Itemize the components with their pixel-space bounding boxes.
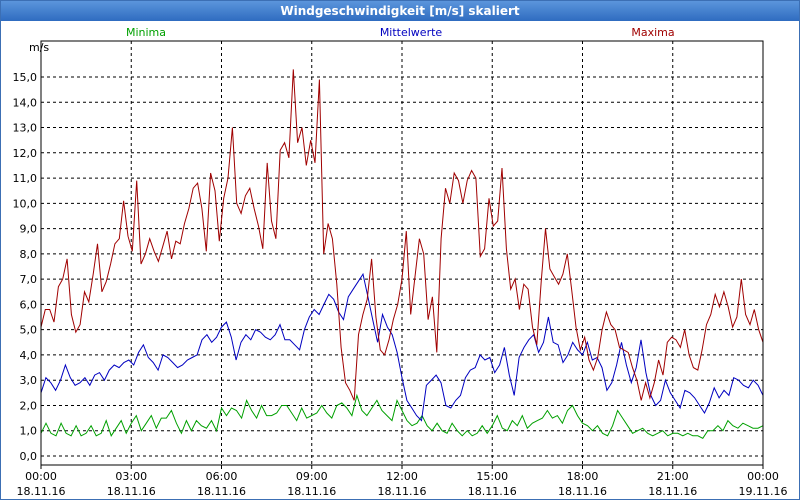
x-tick-time-label: 12:00	[386, 470, 418, 483]
series-line-mittelwerte	[40, 272, 764, 422]
y-tick-label: 12,0	[13, 147, 38, 160]
y-tick-label: 15,0	[13, 71, 38, 84]
y-tick-label: 7,0	[20, 273, 38, 286]
legend-mittelwerte: Mittelwerte	[380, 26, 443, 39]
x-tick-date-label: 18.11.16	[197, 485, 246, 498]
y-tick-label: 1,0	[20, 425, 38, 438]
y-tick-label: 2,0	[20, 399, 38, 412]
x-tick-time-label: 21:00	[657, 470, 689, 483]
window-title: Windgeschwindigkeit [m/s] skaliert	[1, 1, 799, 21]
x-tick-time-label: 06:00	[206, 470, 238, 483]
y-tick-label: 13,0	[13, 122, 38, 135]
x-tick-time-label: 00:00	[747, 470, 779, 483]
x-tick-time-label: 00:00	[25, 470, 57, 483]
x-tick-time-label: 18:00	[567, 470, 599, 483]
x-tick-time-label: 15:00	[476, 470, 508, 483]
legend-maxima: Maxima	[631, 26, 674, 39]
series-line-minima	[40, 393, 764, 439]
grid	[41, 41, 763, 465]
x-tick-date-label: 18.11.16	[378, 485, 427, 498]
x-tick-time-label: 09:00	[296, 470, 328, 483]
y-tick-label: 4,0	[20, 349, 38, 362]
x-tick-date-label: 19.11.16	[739, 485, 788, 498]
y-tick-label: 6,0	[20, 298, 38, 311]
series-group	[40, 69, 764, 439]
plot-frame	[40, 40, 764, 466]
x-tick-date-label: 18.11.16	[558, 485, 607, 498]
y-axis-unit-label: m/s	[29, 41, 49, 54]
legend-minima: Minima	[126, 26, 166, 39]
y-tick-label: 14,0	[13, 96, 38, 109]
x-tick-date-label: 18.11.16	[648, 485, 697, 498]
y-tick-label: 10,0	[13, 197, 38, 210]
y-tick-label: 8,0	[20, 248, 38, 261]
y-tick-label: 0,0	[20, 450, 38, 463]
y-tick-label: 3,0	[20, 374, 38, 387]
y-tick-label: 9,0	[20, 223, 38, 236]
y-tick-label: 11,0	[13, 172, 38, 185]
x-tick-time-label: 03:00	[115, 470, 147, 483]
series-line-maxima	[40, 69, 764, 401]
x-tick-date-label: 18.11.16	[107, 485, 156, 498]
y-tick-label: 5,0	[20, 324, 38, 337]
axes: 0,0 1,0 2,0 3,0 4,0 5,0 6,0 7,0 8,0 9,0 10,0 11,0 12…	[13, 40, 788, 498]
x-tick-date-label: 18.11.16	[17, 485, 66, 498]
x-tick-date-label: 18.11.16	[468, 485, 517, 498]
x-tick-date-label: 18.11.16	[287, 485, 336, 498]
